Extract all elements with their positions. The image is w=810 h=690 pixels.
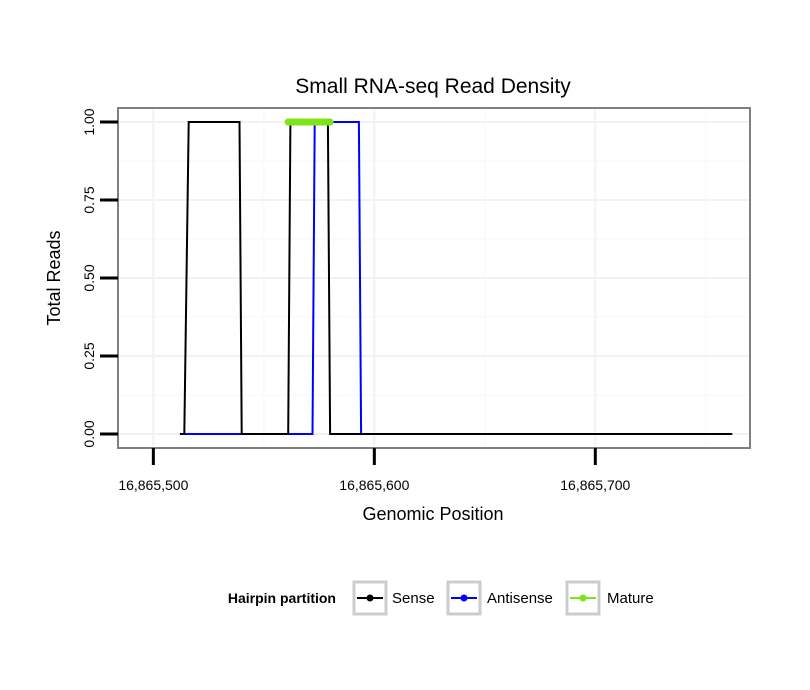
series-layer (179, 118, 733, 435)
chart-title: Small RNA-seq Read Density (295, 75, 571, 98)
legend-dot-mature (579, 594, 587, 602)
x-tick-label: 16,865,500 (118, 477, 188, 493)
legend-label-mature: Mature (607, 590, 654, 607)
grid (118, 108, 750, 448)
legend-dot-sense (366, 594, 374, 602)
series-line-sense (179, 121, 733, 435)
y-tick-label: 0.50 (81, 264, 97, 291)
legend-dot-antisense (460, 594, 468, 602)
x-tick-label: 16,865,700 (560, 477, 630, 493)
y-tick-label: 1.00 (81, 108, 97, 135)
y-tick-label: 0.75 (81, 186, 97, 213)
y-axis-title: Total Reads (44, 230, 64, 325)
legend-item-antisense: Antisense (446, 580, 553, 616)
y-tick-label: 0.25 (81, 342, 97, 369)
series-line-antisense (182, 121, 463, 435)
legend-label-sense: Sense (392, 590, 435, 607)
legend-item-sense: Sense (352, 580, 435, 616)
legend-label-antisense: Antisense (487, 590, 553, 607)
y-tick-label: 0.00 (81, 420, 97, 447)
x-axis-title: Genomic Position (362, 504, 503, 524)
legend-item-mature: Mature (565, 580, 654, 616)
legend-title: Hairpin partition (228, 590, 336, 606)
axis-ticks: 16,865,500 16,865,600 16,865,700 0.00 0.25 0.… (81, 108, 631, 493)
legend: Hairpin partition Sense Antisense Mature (228, 580, 654, 616)
x-tick-label: 16,865,600 (339, 477, 409, 493)
